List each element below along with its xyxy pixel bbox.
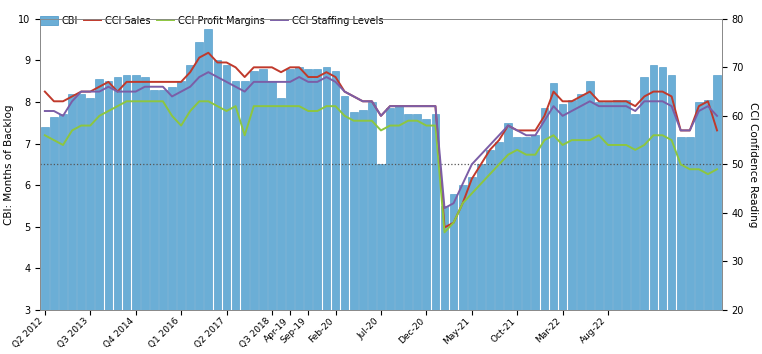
Bar [277,98,285,354]
Bar [549,83,557,354]
Bar [414,114,421,354]
Bar [114,77,121,354]
Bar [250,71,258,354]
Bar [104,81,112,354]
Bar [504,123,512,354]
Bar [232,81,239,354]
Bar [713,75,721,354]
Bar [468,177,475,354]
Bar [431,114,440,354]
Bar [586,81,594,354]
Bar [422,119,431,354]
Bar [523,137,530,354]
Bar [322,67,330,354]
Bar [241,81,248,354]
Bar [632,114,639,354]
Bar [287,69,294,354]
Bar [623,100,630,354]
Bar [604,102,612,354]
Bar [95,79,103,354]
Bar [649,64,658,354]
Bar [59,114,67,354]
Bar [368,102,376,354]
Bar [450,194,457,354]
Bar [159,90,167,354]
Bar [296,67,303,354]
Bar [568,100,575,354]
Bar [495,142,503,354]
Bar [686,137,693,354]
Bar [359,110,367,354]
Bar [150,90,158,354]
Bar [213,61,221,354]
Bar [69,94,76,354]
Bar [41,127,49,354]
Bar [577,94,584,354]
Bar [187,64,194,354]
Bar [641,77,648,354]
Bar [704,100,712,354]
Bar [668,75,675,354]
Bar [77,94,85,354]
Bar [459,185,466,354]
Bar [532,135,539,354]
Bar [595,102,603,354]
Bar [477,164,485,354]
Bar [613,100,621,354]
Bar [304,69,312,354]
Y-axis label: CBI: Months of Backlog: CBI: Months of Backlog [4,104,14,225]
Bar [341,96,348,354]
Bar [141,77,149,354]
Bar [168,87,176,354]
Bar [377,164,385,354]
Bar [178,81,185,354]
Legend: CBI, CCI Sales, CCI Profit Margins, CCI Staffing Levels: CBI, CCI Sales, CCI Profit Margins, CCI … [40,16,383,26]
Bar [259,69,267,354]
Bar [50,116,58,354]
Bar [223,64,230,354]
Bar [386,108,394,354]
Bar [658,67,667,354]
Bar [195,42,203,354]
Bar [86,98,94,354]
Bar [486,150,494,354]
Bar [204,29,212,354]
Bar [350,112,357,354]
Bar [123,75,130,354]
Bar [559,104,566,354]
Bar [268,81,276,354]
Bar [677,137,684,354]
Bar [331,71,339,354]
Bar [540,108,549,354]
Bar [695,102,703,354]
Bar [132,75,139,354]
Bar [395,106,403,354]
Bar [313,69,322,354]
Y-axis label: CCI Confidence Reading: CCI Confidence Reading [748,102,758,227]
Bar [405,114,412,354]
Bar [440,206,448,354]
Bar [514,137,521,354]
